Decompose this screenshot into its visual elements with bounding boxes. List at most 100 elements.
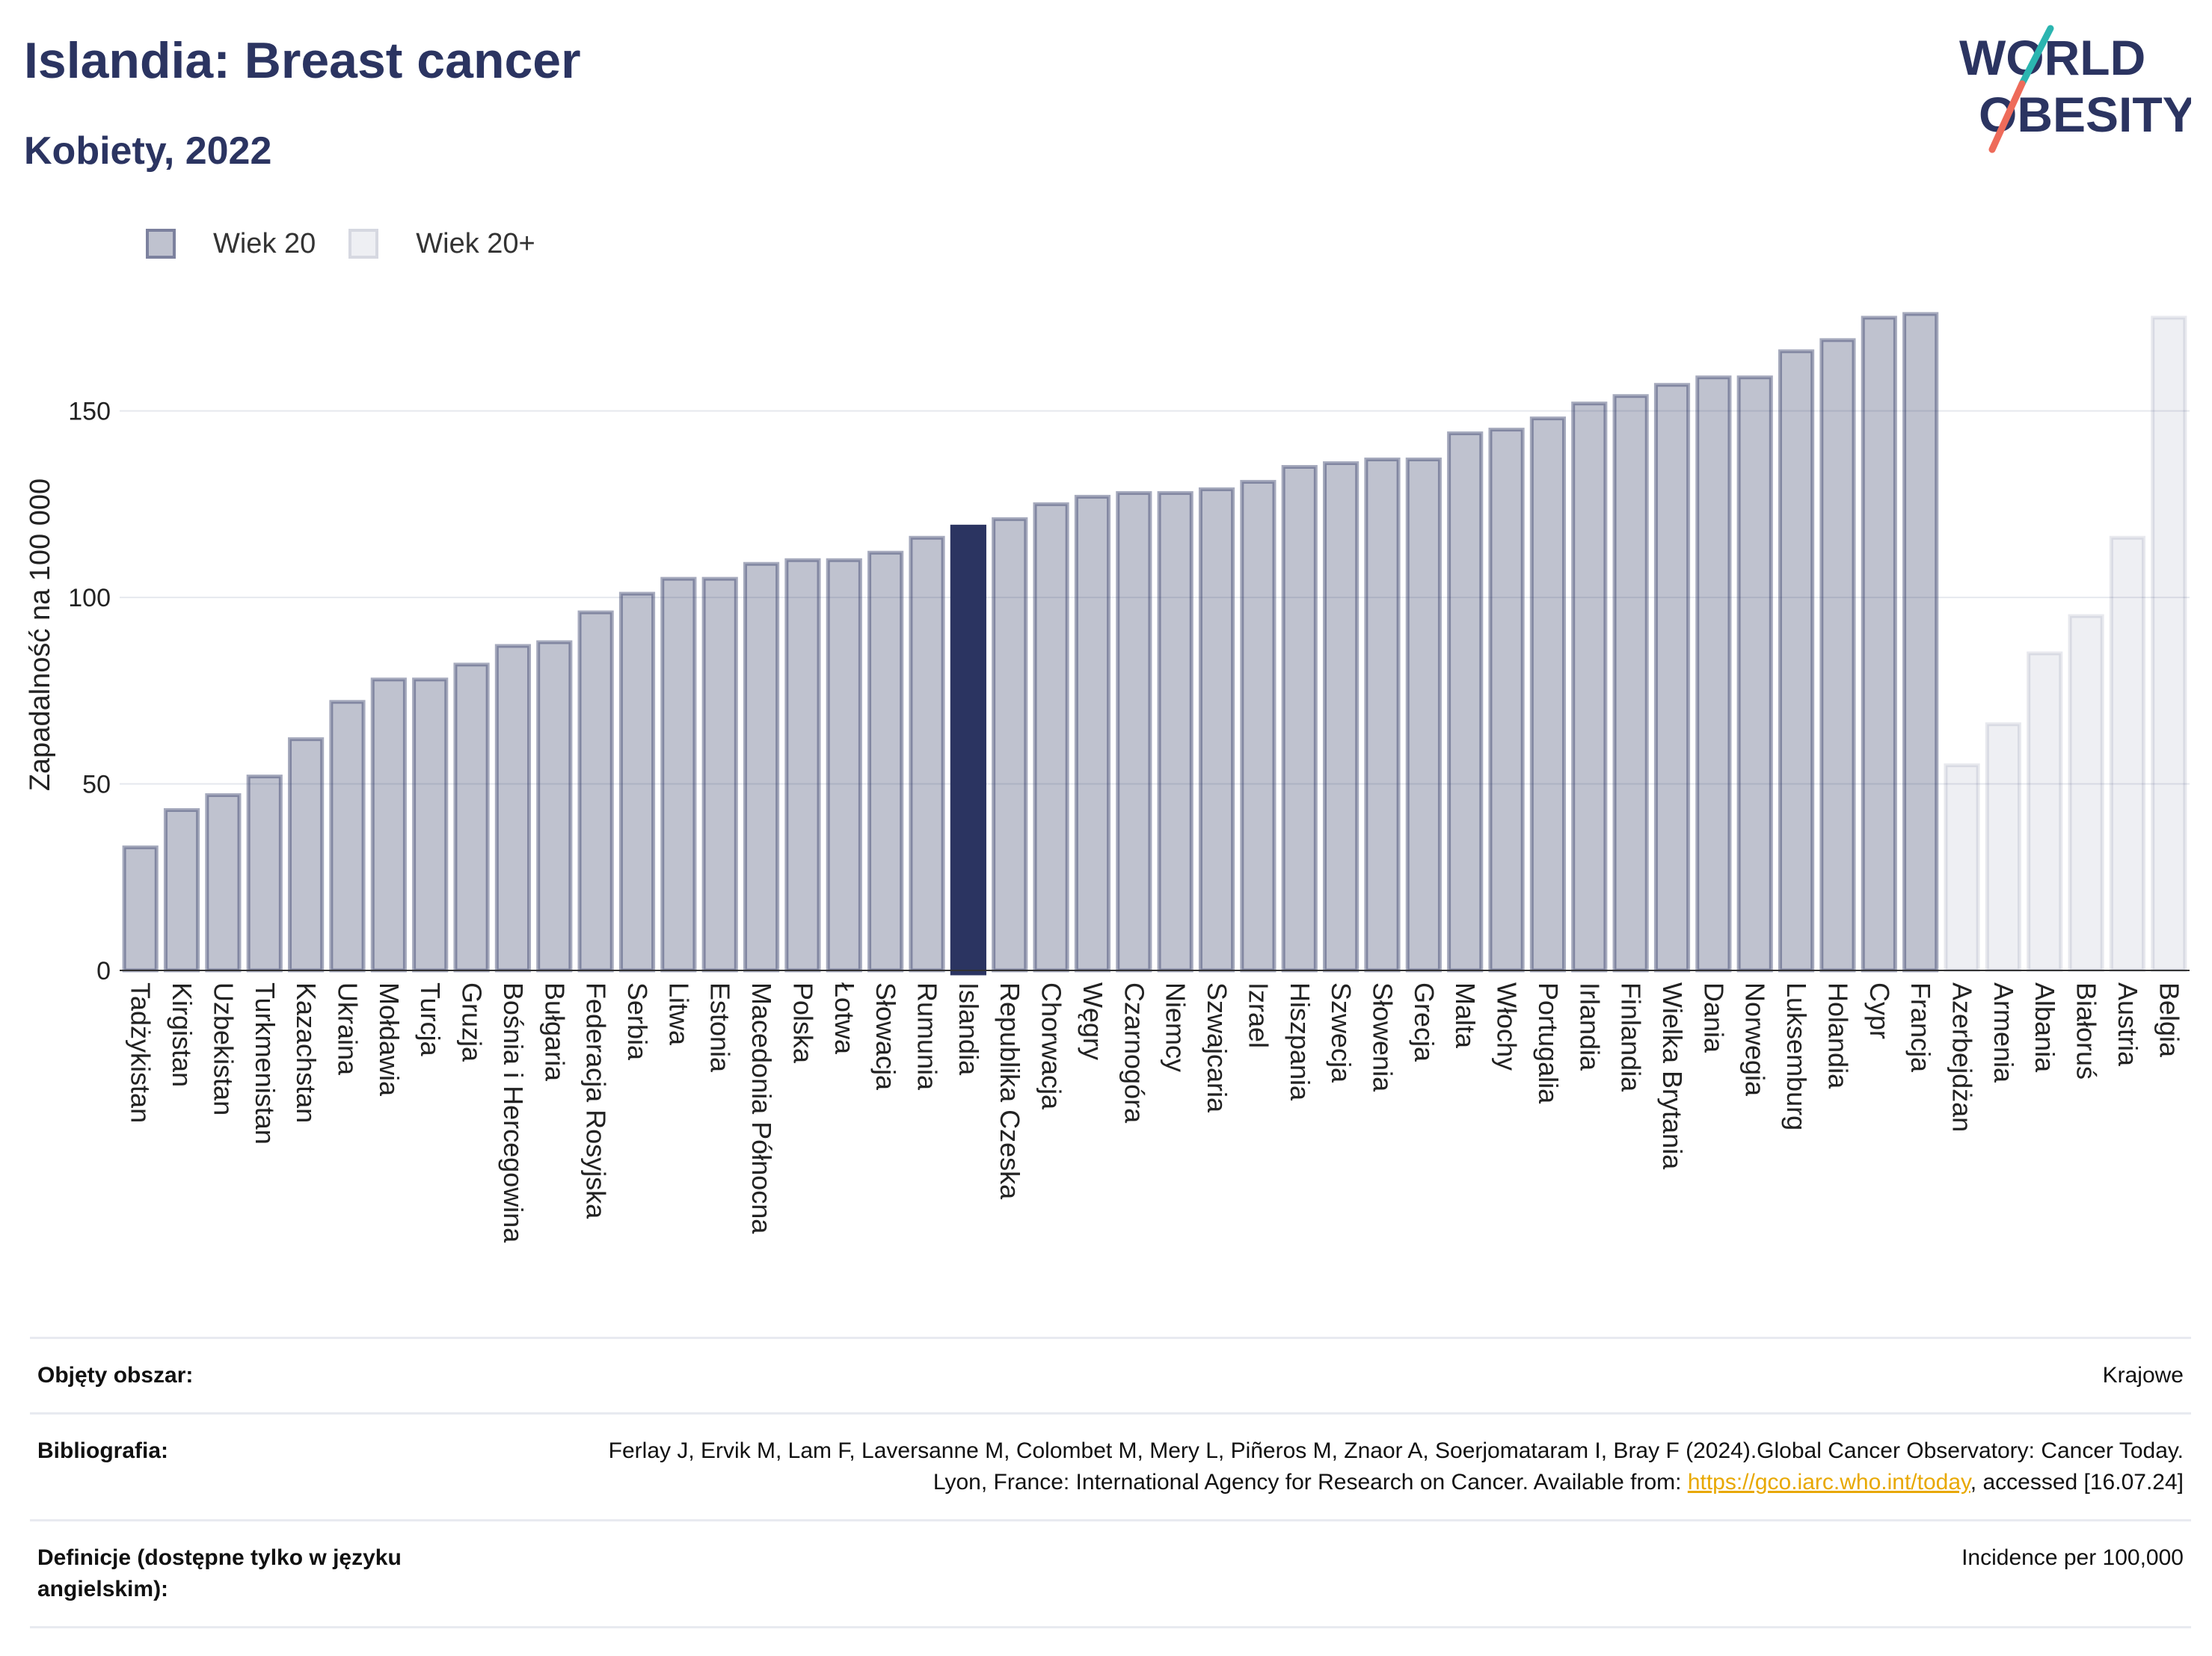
x-tick-label: Kirgistan [167,982,197,1087]
bar-islandia [950,524,986,976]
info-table: Objęty obszar: Krajowe Bibliografia: Fer… [30,1337,2191,1628]
x-tick-label: Bośnia i Hercegowina [498,982,529,1243]
y-tick-label: 100 [68,584,111,612]
bar-turkmenistan [246,775,283,973]
bar-bośnia-i-hercegowina [494,644,532,973]
info-label: Bibliografia: [37,1438,169,1463]
legend-item-wiek-20[interactable]: Wiek 20 [146,228,316,260]
bar-dania [1695,375,1732,973]
bar-czarnogóra [1116,490,1152,973]
legend-swatch [146,229,176,259]
x-tick-label: Armenia [1988,982,2019,1083]
bar-hiszpania [1281,465,1318,973]
x-tick-label: Ukraina [332,982,363,1076]
x-tick-label: Litwa [663,982,694,1046]
x-tick-label: Finlandia [1616,982,1647,1092]
x-tick-label: Azerbejdżan [1947,982,1978,1132]
bibliography-text: Ferlay J, Ervik M, Lam F, Laversanne M, … [608,1438,2184,1495]
chart-legend: Wiek 20 Wiek 20+ [146,223,568,265]
bar-irlandia [1571,401,1608,973]
x-tick-label: Macedonia Północna [746,982,777,1234]
x-tick-label: Estonia [705,982,736,1073]
x-tick-label: Białoruś [2071,982,2102,1080]
bar-luksemburg [1778,349,1815,973]
x-tick-label: Malta [1450,982,1481,1049]
y-axis-label: Zapadalność na 100 000 [25,478,56,791]
info-row-definitions: Definicje (dostępne tylko w języku angie… [30,1519,2191,1628]
bar-mołdawia [370,677,407,973]
bar-holandia [1819,338,1856,973]
bar-słowacja [867,550,904,973]
x-tick-label: Czarnogóra [1119,982,1149,1124]
x-tick-label: Austria [2113,982,2143,1067]
legend-label: Wiek 20 [213,227,316,259]
bar-białoruś [2068,614,2104,973]
bar-wielka-brytania [1653,383,1691,973]
info-value: Ferlay J, Ervik M, Lam F, Laversanne M, … [576,1435,2184,1498]
x-tick-label: Luksemburg [1781,982,1812,1130]
bar-rumunia [909,535,945,973]
y-tick-label: 150 [68,398,111,426]
bar-azerbejdżan [1944,763,1980,973]
bar-republika-czeska [992,517,1028,973]
y-tick-label: 0 [96,957,111,985]
x-tick-label: Mołdawia [374,982,405,1097]
x-tick-label: Niemcy [1161,982,1191,1072]
bar-litwa [660,576,697,973]
legend-label: Wiek 20+ [416,227,535,259]
x-tick-label: Belgia [2154,982,2184,1058]
bar-serbia [618,591,656,973]
x-tick-label: Łotwa [829,982,860,1055]
bar-cypr [1861,315,1897,973]
bar-albania [2027,651,2063,973]
info-label: Definicje (dostępne tylko w języku angie… [37,1545,402,1601]
bar-turcja [412,677,449,973]
x-tick-label: Francja [1905,982,1936,1073]
bar-portugalia [1529,416,1567,973]
bar-malta [1447,431,1484,973]
x-tick-label: Szwajcaria [1202,982,1232,1113]
bar-włochy [1488,428,1525,973]
page-title: Islandia: Breast cancer [24,32,581,89]
x-tick-label: Federacja Rosyjska [581,982,612,1219]
bar-bułgaria [536,640,573,973]
x-tick-label: Kazachstan [291,982,322,1123]
x-tick-label: Cypr [1864,982,1895,1039]
x-tick-label: Polska [787,982,818,1064]
bar-finlandia [1612,394,1649,973]
info-row-bibliography: Bibliografia: Ferlay J, Ervik M, Lam F, … [30,1412,2191,1519]
x-tick-label: Portugalia [1533,982,1564,1104]
x-tick-label: Rumunia [912,982,943,1091]
x-tick-label: Holandia [1822,982,1853,1089]
bar-szwecja [1323,461,1360,973]
bar-uzbekistan [205,793,242,973]
info-value: Incidence per 100,000 [1961,1545,2184,1570]
x-tick-label: Albania [2030,982,2060,1073]
bar-węgry [1074,494,1111,973]
bar-kirgistan [163,807,200,973]
x-tick-label: Słowenia [1367,982,1398,1092]
bar-gruzja [453,662,490,973]
source-link[interactable]: https://gco.iarc.who.int/today [1687,1470,1970,1495]
bar-niemcy [1157,490,1193,973]
x-tick-label: Wielka Brytania [1657,982,1688,1170]
info-label: Objęty obszar: [37,1363,194,1388]
world-obesity-logo: WORLD OBESITY [1959,25,2191,153]
bar-łotwa [826,558,862,973]
x-tick-label: Chorwacja [1036,982,1067,1110]
x-tick-label: Izrael [1243,982,1274,1048]
x-tick-label: Szwecja [1326,982,1357,1083]
bar-szwajcaria [1198,487,1235,973]
bar-chorwacja [1033,502,1069,973]
legend-item-wiek-20-plus[interactable]: Wiek 20+ [348,228,535,260]
x-tick-label: Republika Czeska [995,982,1025,1200]
x-tick-label: Turkmenistan [250,982,280,1145]
info-value: Krajowe [2102,1363,2184,1388]
x-tick-label: Irlandia [1574,982,1605,1071]
bar-federacja-rosyjska [577,610,614,973]
bar-belgia [2151,315,2187,973]
bar-chart: 0 50 100 150 Zapadalność na 100 000 Tadżykist… [25,312,2190,1243]
legend-swatch [348,229,379,259]
x-tick-label: Hiszpania [1285,982,1315,1101]
x-tick-label: Tadżykistan [126,982,156,1123]
